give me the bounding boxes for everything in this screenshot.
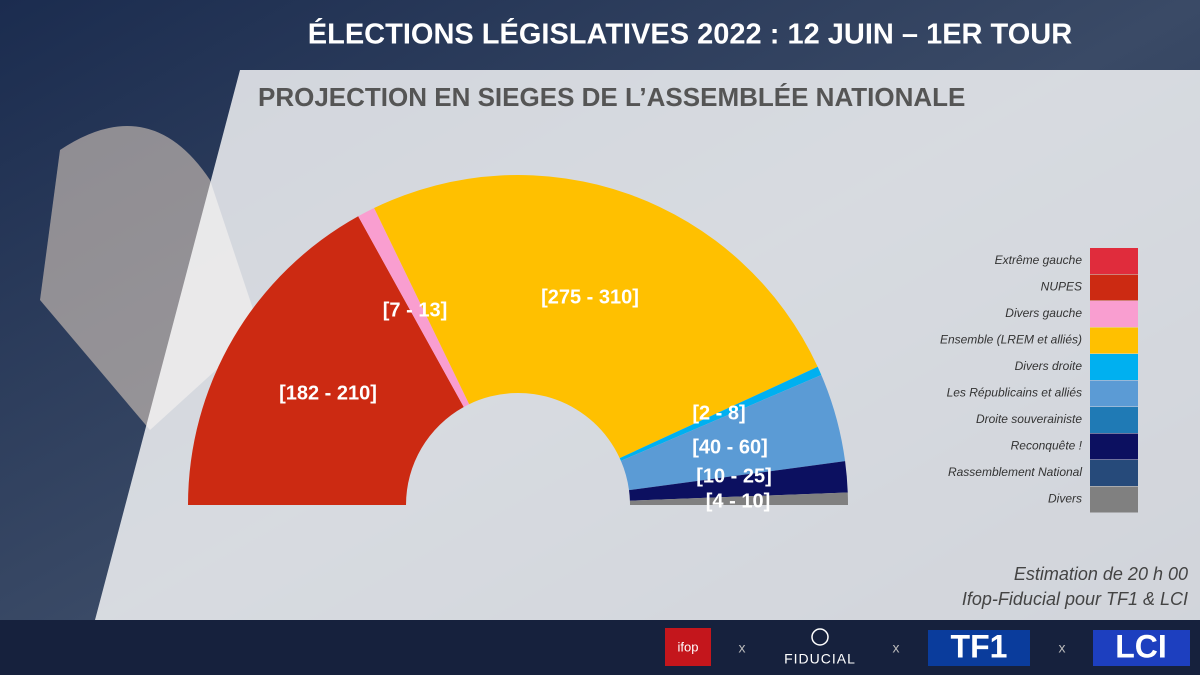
legend-swatch: [1090, 407, 1138, 433]
legend-label: Droite souverainiste: [976, 412, 1082, 426]
subtitle: PROJECTION EN SIEGES DE L’ASSEMBLÉE NATI…: [258, 82, 965, 112]
legend-swatch: [1090, 301, 1138, 327]
legend-label: Divers droite: [1015, 359, 1083, 373]
logo: TF1: [951, 628, 1008, 664]
legend-swatch: [1090, 433, 1138, 460]
seat-label: [182 - 210]: [279, 382, 377, 404]
legend-swatch: [1090, 486, 1138, 513]
logo: FIDUCIAL: [784, 651, 856, 667]
note: Estimation de 20 h 00: [1014, 564, 1188, 584]
legend-label: Extrême gauche: [995, 253, 1083, 267]
seat-label: [7 - 13]: [383, 299, 447, 321]
seat-segment: [620, 374, 846, 491]
logo-box: [1093, 630, 1190, 666]
seat-segment: [619, 366, 822, 461]
legend-swatch: [1090, 248, 1138, 274]
seat-segment: [188, 216, 464, 505]
separator: x: [739, 640, 746, 656]
seat-label: [40 - 60]: [692, 436, 768, 458]
legend-swatch: [1090, 460, 1138, 486]
legend-label: Reconquête !: [1011, 439, 1083, 453]
legend-swatch: [1090, 354, 1138, 380]
logo: ifop: [678, 639, 699, 654]
legend-label: Divers: [1048, 492, 1082, 506]
logo-box: [928, 630, 1030, 666]
legend-label: Ensemble (LREM et alliés): [940, 333, 1082, 347]
legend-swatch: [1090, 327, 1138, 354]
seat-label: [2 - 8]: [692, 402, 745, 424]
seat-label: [275 - 310]: [541, 286, 639, 308]
seat-segment: [629, 492, 848, 505]
seat-segment: [629, 461, 848, 501]
legend-swatch: [1090, 274, 1138, 301]
seat-segment: [358, 208, 470, 408]
legend-swatch: [1090, 380, 1138, 407]
legend-label: Divers gauche: [1005, 306, 1082, 320]
legend-label: Rassemblement National: [948, 465, 1082, 479]
legend-label: Les Républicains et alliés: [947, 386, 1082, 400]
legend-label: NUPES: [1041, 280, 1082, 294]
separator: x: [893, 640, 900, 656]
title: ÉLECTIONS LÉGISLATIVES 2022 : 12 JUIN – …: [308, 17, 1072, 51]
logo: LCI: [1115, 628, 1167, 664]
seat-label: [10 - 25]: [696, 465, 772, 487]
separator: x: [1059, 640, 1066, 656]
note: Ifop-Fiducial pour TF1 & LCI: [962, 589, 1188, 609]
logo-icon: [811, 628, 829, 646]
seat-label: [4 - 10]: [706, 490, 770, 512]
logo-box: [665, 628, 711, 666]
seat-segment: [374, 175, 818, 459]
